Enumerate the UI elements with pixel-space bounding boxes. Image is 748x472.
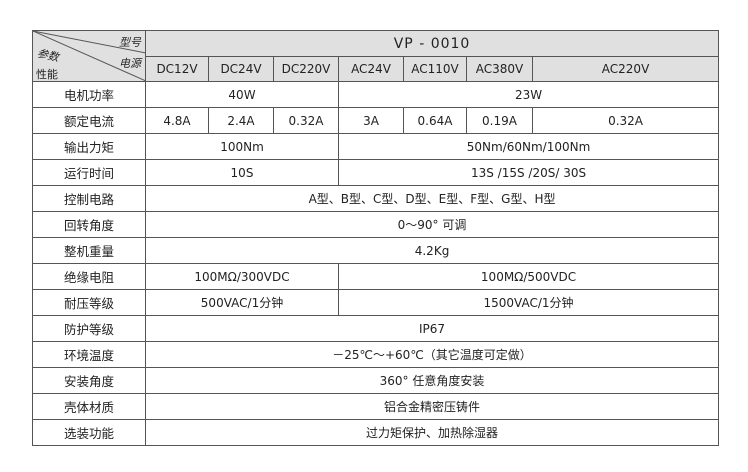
table-row: 防护等级 IP67 xyxy=(32,315,720,342)
value-cell-dc: 40W xyxy=(145,81,339,108)
power-source-header: AC380V xyxy=(466,56,533,82)
row-label: 选装功能 xyxy=(32,419,146,446)
value-cell-ac: 100MΩ/500VDC xyxy=(337,263,720,290)
row-label: 整机重量 xyxy=(32,237,146,264)
table-row: 控制电路 A型、B型、C型、D型、E型、F型、G型、H型 xyxy=(32,185,720,212)
corner-model-label: 型号 xyxy=(119,36,141,49)
power-source-header: DC12V xyxy=(145,56,209,82)
value-cell: 0.32A xyxy=(531,107,720,134)
table-row: 输出力矩 100Nm 50Nm/60Nm/100Nm xyxy=(32,133,720,160)
value-cell-all: IP67 xyxy=(144,315,720,342)
table-row: 选装功能 过力矩保护、加热除湿器 xyxy=(32,419,720,446)
value-cell: 0.64A xyxy=(403,107,467,134)
value-cell-ac: 23W xyxy=(337,81,720,108)
row-label: 电机功率 xyxy=(32,81,146,108)
power-source-header: AC24V xyxy=(338,56,404,82)
row-label: 额定电流 xyxy=(32,107,146,134)
table-row: 额定电流 4.8A 2.4A 0.32A 3A 0.64A 0.19A 0.32A xyxy=(32,107,720,134)
row-label: 回转角度 xyxy=(32,211,146,238)
value-cell-dc: 500VAC/1分钟 xyxy=(145,289,339,316)
value-cell: 0.19A xyxy=(466,107,533,134)
value-cell-all: 铝合金精密压铸件 xyxy=(144,393,720,420)
row-label: 耐压等级 xyxy=(32,289,146,316)
value-cell: 2.4A xyxy=(208,107,274,134)
row-label: 壳体材质 xyxy=(32,393,146,420)
table-row: 环境温度 －25℃～+60℃（其它温度可定做） xyxy=(32,341,720,368)
corner-perf-label: 性能 xyxy=(36,68,58,81)
table-row: 运行时间 10S 13S /15S /20S/ 30S xyxy=(32,159,720,186)
value-cell-all: －25℃～+60℃（其它温度可定做） xyxy=(144,341,720,368)
value-cell-ac: 13S /15S /20S/ 30S xyxy=(337,159,720,186)
value-cell-all: 4.2Kg xyxy=(144,237,720,264)
value-cell-dc: 10S xyxy=(145,159,339,186)
value-cell-dc: 100MΩ/300VDC xyxy=(145,263,339,290)
table-row: 壳体材质 铝合金精密压铸件 xyxy=(32,393,720,420)
value-cell-all: 360° 任意角度安装 xyxy=(144,367,720,394)
header-corner-cell: 型号 参数 电源 性能 xyxy=(32,30,146,82)
power-source-header: DC24V xyxy=(208,56,274,82)
value-cell-all: A型、B型、C型、D型、E型、F型、G型、H型 xyxy=(144,185,720,212)
value-cell-dc: 100Nm xyxy=(145,133,339,160)
table-row: 整机重量 4.2Kg xyxy=(32,237,720,264)
value-cell-all: 过力矩保护、加热除湿器 xyxy=(144,419,720,446)
diagonal-lines xyxy=(33,31,146,81)
row-label: 运行时间 xyxy=(32,159,146,186)
value-cell: 0.32A xyxy=(273,107,339,134)
row-label: 安装角度 xyxy=(32,367,146,394)
table-row: 回转角度 0～90° 可调 xyxy=(32,211,720,238)
corner-power-label: 电源 xyxy=(119,57,141,70)
row-label: 输出力矩 xyxy=(32,133,146,160)
power-source-header: DC220V xyxy=(273,56,339,82)
row-label: 防护等级 xyxy=(32,315,146,342)
value-cell: 3A xyxy=(338,107,404,134)
table-row: 耐压等级 500VAC/1分钟 1500VAC/1分钟 xyxy=(32,289,720,316)
value-cell-all: 0～90° 可调 xyxy=(144,211,720,238)
row-label: 控制电路 xyxy=(32,185,146,212)
table-row: 电机功率 40W 23W xyxy=(32,81,720,108)
table-row: 绝缘电阻 100MΩ/300VDC 100MΩ/500VDC xyxy=(32,263,720,290)
value-cell-ac: 1500VAC/1分钟 xyxy=(337,289,720,316)
table-row: 安装角度 360° 任意角度安装 xyxy=(32,367,720,394)
row-label: 环境温度 xyxy=(32,341,146,368)
power-source-header: AC220V xyxy=(531,56,720,82)
row-label: 绝缘电阻 xyxy=(32,263,146,290)
power-source-header: AC110V xyxy=(403,56,467,82)
value-cell: 4.8A xyxy=(145,107,209,134)
value-cell-ac: 50Nm/60Nm/100Nm xyxy=(337,133,720,160)
model-name: VP - 0010 xyxy=(144,30,720,57)
spec-table: 型号 参数 电源 性能 VP - 0010 DC12V DC24V DC220V AC… xyxy=(32,30,720,446)
